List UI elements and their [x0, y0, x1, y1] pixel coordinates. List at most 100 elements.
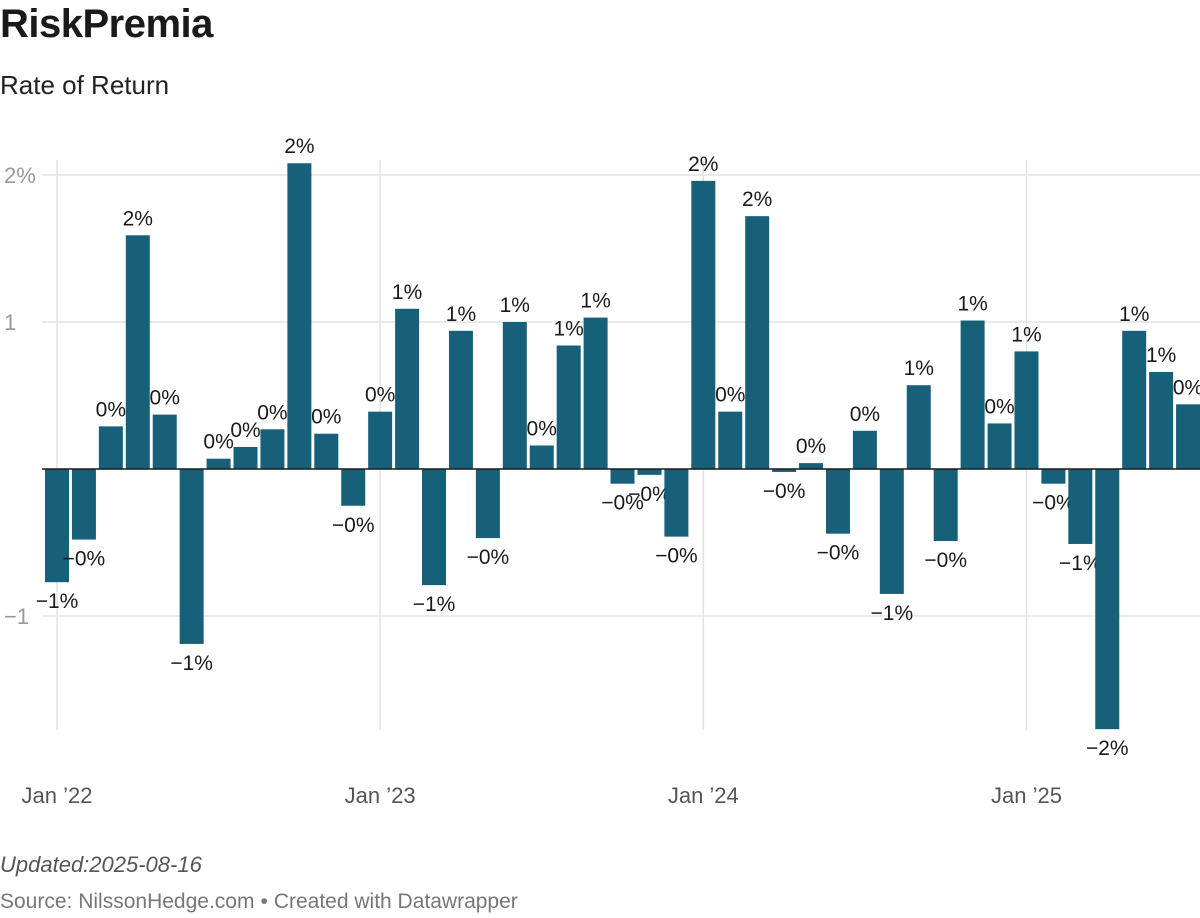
bar	[933, 469, 958, 542]
bar	[395, 308, 420, 469]
bar-value-label: 0%	[311, 406, 341, 429]
x-tick-label: Jan ’23	[345, 783, 416, 808]
source-link[interactable]: NilssonHedge.com	[78, 890, 255, 913]
bar-value-label: −1%	[170, 652, 213, 675]
source-separator: •	[260, 890, 268, 913]
bar	[772, 469, 797, 472]
bar	[1041, 469, 1066, 484]
chart-title: RiskPremia	[0, 2, 213, 46]
bar-value-label: 2%	[123, 207, 153, 230]
bar	[314, 433, 339, 469]
bar-value-label: 0%	[527, 417, 557, 440]
bar	[260, 429, 285, 469]
bar	[1149, 371, 1174, 469]
bar	[960, 320, 985, 469]
source-prefix: Source:	[0, 890, 79, 913]
bar-value-label: 0%	[230, 419, 260, 442]
bar	[179, 469, 204, 644]
bar	[287, 163, 312, 470]
bar-value-label: 0%	[1173, 376, 1200, 399]
bar-value-label: −0%	[601, 492, 644, 515]
bar	[1014, 351, 1039, 469]
bar-value-label: 0%	[150, 387, 180, 410]
bar	[1122, 330, 1147, 469]
bar-value-label: 0%	[796, 435, 826, 458]
chart-subtitle: Rate of Return	[0, 70, 170, 100]
y-tick-label: 2%	[4, 163, 36, 188]
x-tick-label: Jan ’24	[668, 783, 739, 808]
bar	[71, 469, 96, 540]
bar	[475, 469, 500, 539]
bar-value-label: 0%	[203, 431, 233, 454]
bar-value-label: 2%	[688, 153, 718, 176]
bar	[1176, 404, 1200, 469]
bar	[448, 330, 473, 469]
updated-note: Updated:2025-08-16	[0, 852, 202, 877]
bar-value-label: −0%	[1032, 492, 1075, 515]
bar-value-label: 1%	[957, 293, 987, 316]
bar-value-label: 0%	[715, 384, 745, 407]
bar-value-label: −0%	[63, 548, 106, 571]
bar-value-label: 1%	[446, 303, 476, 326]
bar-value-label: −0%	[628, 483, 671, 506]
bar	[125, 235, 150, 469]
bar	[799, 463, 824, 469]
bar-value-label: 1%	[580, 290, 610, 313]
bar-value-label: −0%	[817, 542, 860, 565]
bar-value-label: 0%	[257, 401, 287, 424]
bar	[987, 423, 1012, 469]
bar	[233, 446, 258, 469]
bar	[691, 180, 716, 469]
bar	[637, 469, 662, 475]
bar-value-label: −0%	[467, 546, 510, 569]
bar	[529, 445, 554, 469]
bar-value-label: 0%	[365, 384, 395, 407]
bar-value-label: 2%	[742, 188, 772, 211]
bar-value-label: 1%	[1146, 344, 1176, 367]
bar	[98, 426, 123, 469]
bar-value-label: 1%	[1119, 303, 1149, 326]
bar-value-label: −0%	[924, 549, 967, 572]
y-tick-label: −1	[4, 604, 29, 629]
bar	[718, 411, 743, 469]
source-line: Source: NilssonHedge.com • Created with Da…	[0, 890, 518, 914]
bar-value-label: −1%	[1059, 552, 1102, 575]
bar-value-label: −1%	[36, 590, 79, 613]
bar	[825, 469, 850, 534]
bar	[368, 411, 393, 469]
bar-value-label: 0%	[984, 395, 1014, 418]
x-tick-label: Jan ’25	[991, 783, 1062, 808]
bar	[610, 469, 635, 484]
bar	[422, 469, 447, 586]
bar	[502, 322, 527, 469]
bar-value-label: 2%	[284, 135, 314, 158]
bar-value-label: 1%	[392, 281, 422, 304]
bar-value-label: −0%	[332, 514, 375, 537]
bar	[1095, 469, 1120, 730]
y-tick-label: 1	[4, 310, 16, 335]
bar-value-label: −1%	[413, 593, 456, 616]
bar-value-label: −0%	[763, 480, 806, 503]
bar-value-label: −0%	[655, 545, 698, 568]
bar	[1068, 469, 1093, 544]
bar-value-label: −1%	[871, 602, 914, 625]
bar-value-label: 1%	[553, 318, 583, 341]
bar	[45, 469, 69, 583]
x-tick-label: Jan ’22	[22, 783, 93, 808]
bar-value-label: 0%	[850, 403, 880, 426]
bar	[664, 469, 689, 537]
bar	[745, 216, 770, 469]
bar-value-label: 1%	[1011, 323, 1041, 346]
bar	[556, 345, 581, 469]
bar	[341, 469, 366, 506]
bar-value-label: 1%	[500, 294, 530, 317]
bar	[583, 317, 608, 469]
credit-link[interactable]: Created with Datawrapper	[273, 890, 518, 913]
bar	[879, 469, 904, 594]
bar	[206, 458, 231, 469]
bar	[906, 385, 931, 469]
bar-value-label: −2%	[1086, 737, 1129, 760]
bar	[852, 430, 877, 469]
bar	[152, 414, 177, 469]
